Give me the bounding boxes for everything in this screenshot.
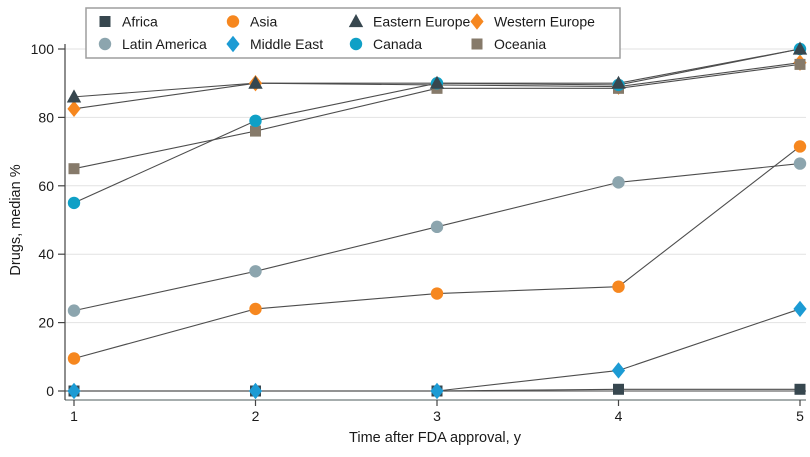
marker-asia-x4: [612, 280, 625, 293]
series-line-canada: [73, 48, 801, 204]
marker-middle-east-x2: [248, 382, 263, 400]
marker-eastern-europe-x1: [66, 89, 82, 103]
square-icon: [99, 16, 111, 27]
triangle-icon: [348, 14, 364, 28]
diamond-icon: [226, 35, 240, 53]
series-line-asia: [73, 146, 801, 360]
legend-label: Africa: [122, 14, 158, 30]
x-tick-label: 3: [433, 408, 441, 424]
marker-eastern-europe-x5: [792, 41, 808, 55]
legend-label: Western Europe: [494, 14, 595, 30]
marker-middle-east-x5: [793, 300, 807, 318]
marker-latin-america-x2: [249, 265, 262, 278]
legend-box: [85, 7, 621, 59]
marker-africa-x5: [794, 383, 806, 395]
marker-middle-east-x1: [67, 382, 81, 400]
series-lines: [73, 48, 801, 392]
x-tick-label: 1: [70, 408, 78, 424]
marker-middle-east-x3: [430, 382, 444, 400]
legend-label: Canada: [373, 36, 422, 52]
legend-item-oceania: Oceania: [471, 36, 546, 52]
legend-label: Asia: [250, 14, 277, 30]
marker-latin-america-x3: [430, 220, 444, 234]
circle-icon: [98, 37, 112, 51]
x-tick-label: 2: [252, 408, 260, 424]
legend-item-africa: Africa: [99, 14, 158, 30]
y-tick-label: 0: [46, 383, 54, 399]
marker-oceania-x5: [794, 58, 806, 70]
y-tick-label: 80: [38, 109, 54, 125]
series-line-middle-east: [74, 308, 801, 392]
circle-icon: [349, 37, 363, 51]
marker-canada-x1: [67, 196, 81, 210]
legend-label: Middle East: [250, 36, 323, 52]
marker-latin-america-x1: [67, 304, 81, 317]
marker-asia-x1: [67, 352, 81, 365]
marker-eastern-europe-x3: [429, 75, 445, 89]
marker-latin-america-x4: [612, 176, 625, 189]
y-axis-title: Drugs, median %: [8, 164, 24, 276]
y-tick-label: 40: [38, 246, 54, 262]
x-tick-label: 4: [615, 408, 623, 424]
diamond-icon: [470, 13, 484, 30]
legend-item-latin-america: Latin America: [98, 36, 207, 52]
legend-item-eastern-europe: Eastern Europe: [348, 14, 470, 30]
marker-oceania-x2: [250, 125, 261, 137]
series-markers: [66, 41, 808, 400]
x-tick-label: 5: [796, 408, 804, 424]
marker-western-europe-x1: [67, 100, 81, 118]
marker-oceania-x1: [68, 163, 80, 175]
x-ticks: 1 2 3 4 5: [70, 400, 804, 424]
y-tick-label: 20: [38, 315, 54, 331]
marker-middle-east-x4: [611, 362, 626, 379]
square-icon: [471, 38, 483, 50]
legend-item-western-europe: Western Europe: [470, 13, 595, 30]
x-axis-title: Time after FDA approval, y: [349, 430, 521, 446]
y-tick-label: 60: [38, 178, 54, 194]
legend-label: Oceania: [494, 36, 546, 52]
marker-canada-x2: [249, 114, 262, 128]
legend-label: Eastern Europe: [373, 14, 470, 30]
marker-asia-x5: [793, 140, 807, 153]
marker-eastern-europe-x4: [611, 75, 626, 89]
legend: Africa Asia Eastern Europe Western Europe La…: [85, 7, 621, 59]
marker-eastern-europe-x2: [248, 75, 263, 89]
legend-item-middle-east: Middle East: [226, 35, 323, 53]
y-ticks: 0 20 40 60 80 100: [31, 41, 65, 399]
legend-item-asia: Asia: [226, 14, 277, 30]
marker-africa-x4: [613, 383, 624, 395]
legend-label: Latin America: [122, 36, 207, 52]
circle-icon: [226, 15, 240, 28]
marker-asia-x2: [249, 302, 262, 316]
marker-asia-x3: [430, 287, 444, 300]
y-tick-label: 100: [31, 41, 55, 57]
marker-latin-america-x5: [793, 157, 807, 170]
legend-item-canada: Canada: [349, 36, 422, 52]
